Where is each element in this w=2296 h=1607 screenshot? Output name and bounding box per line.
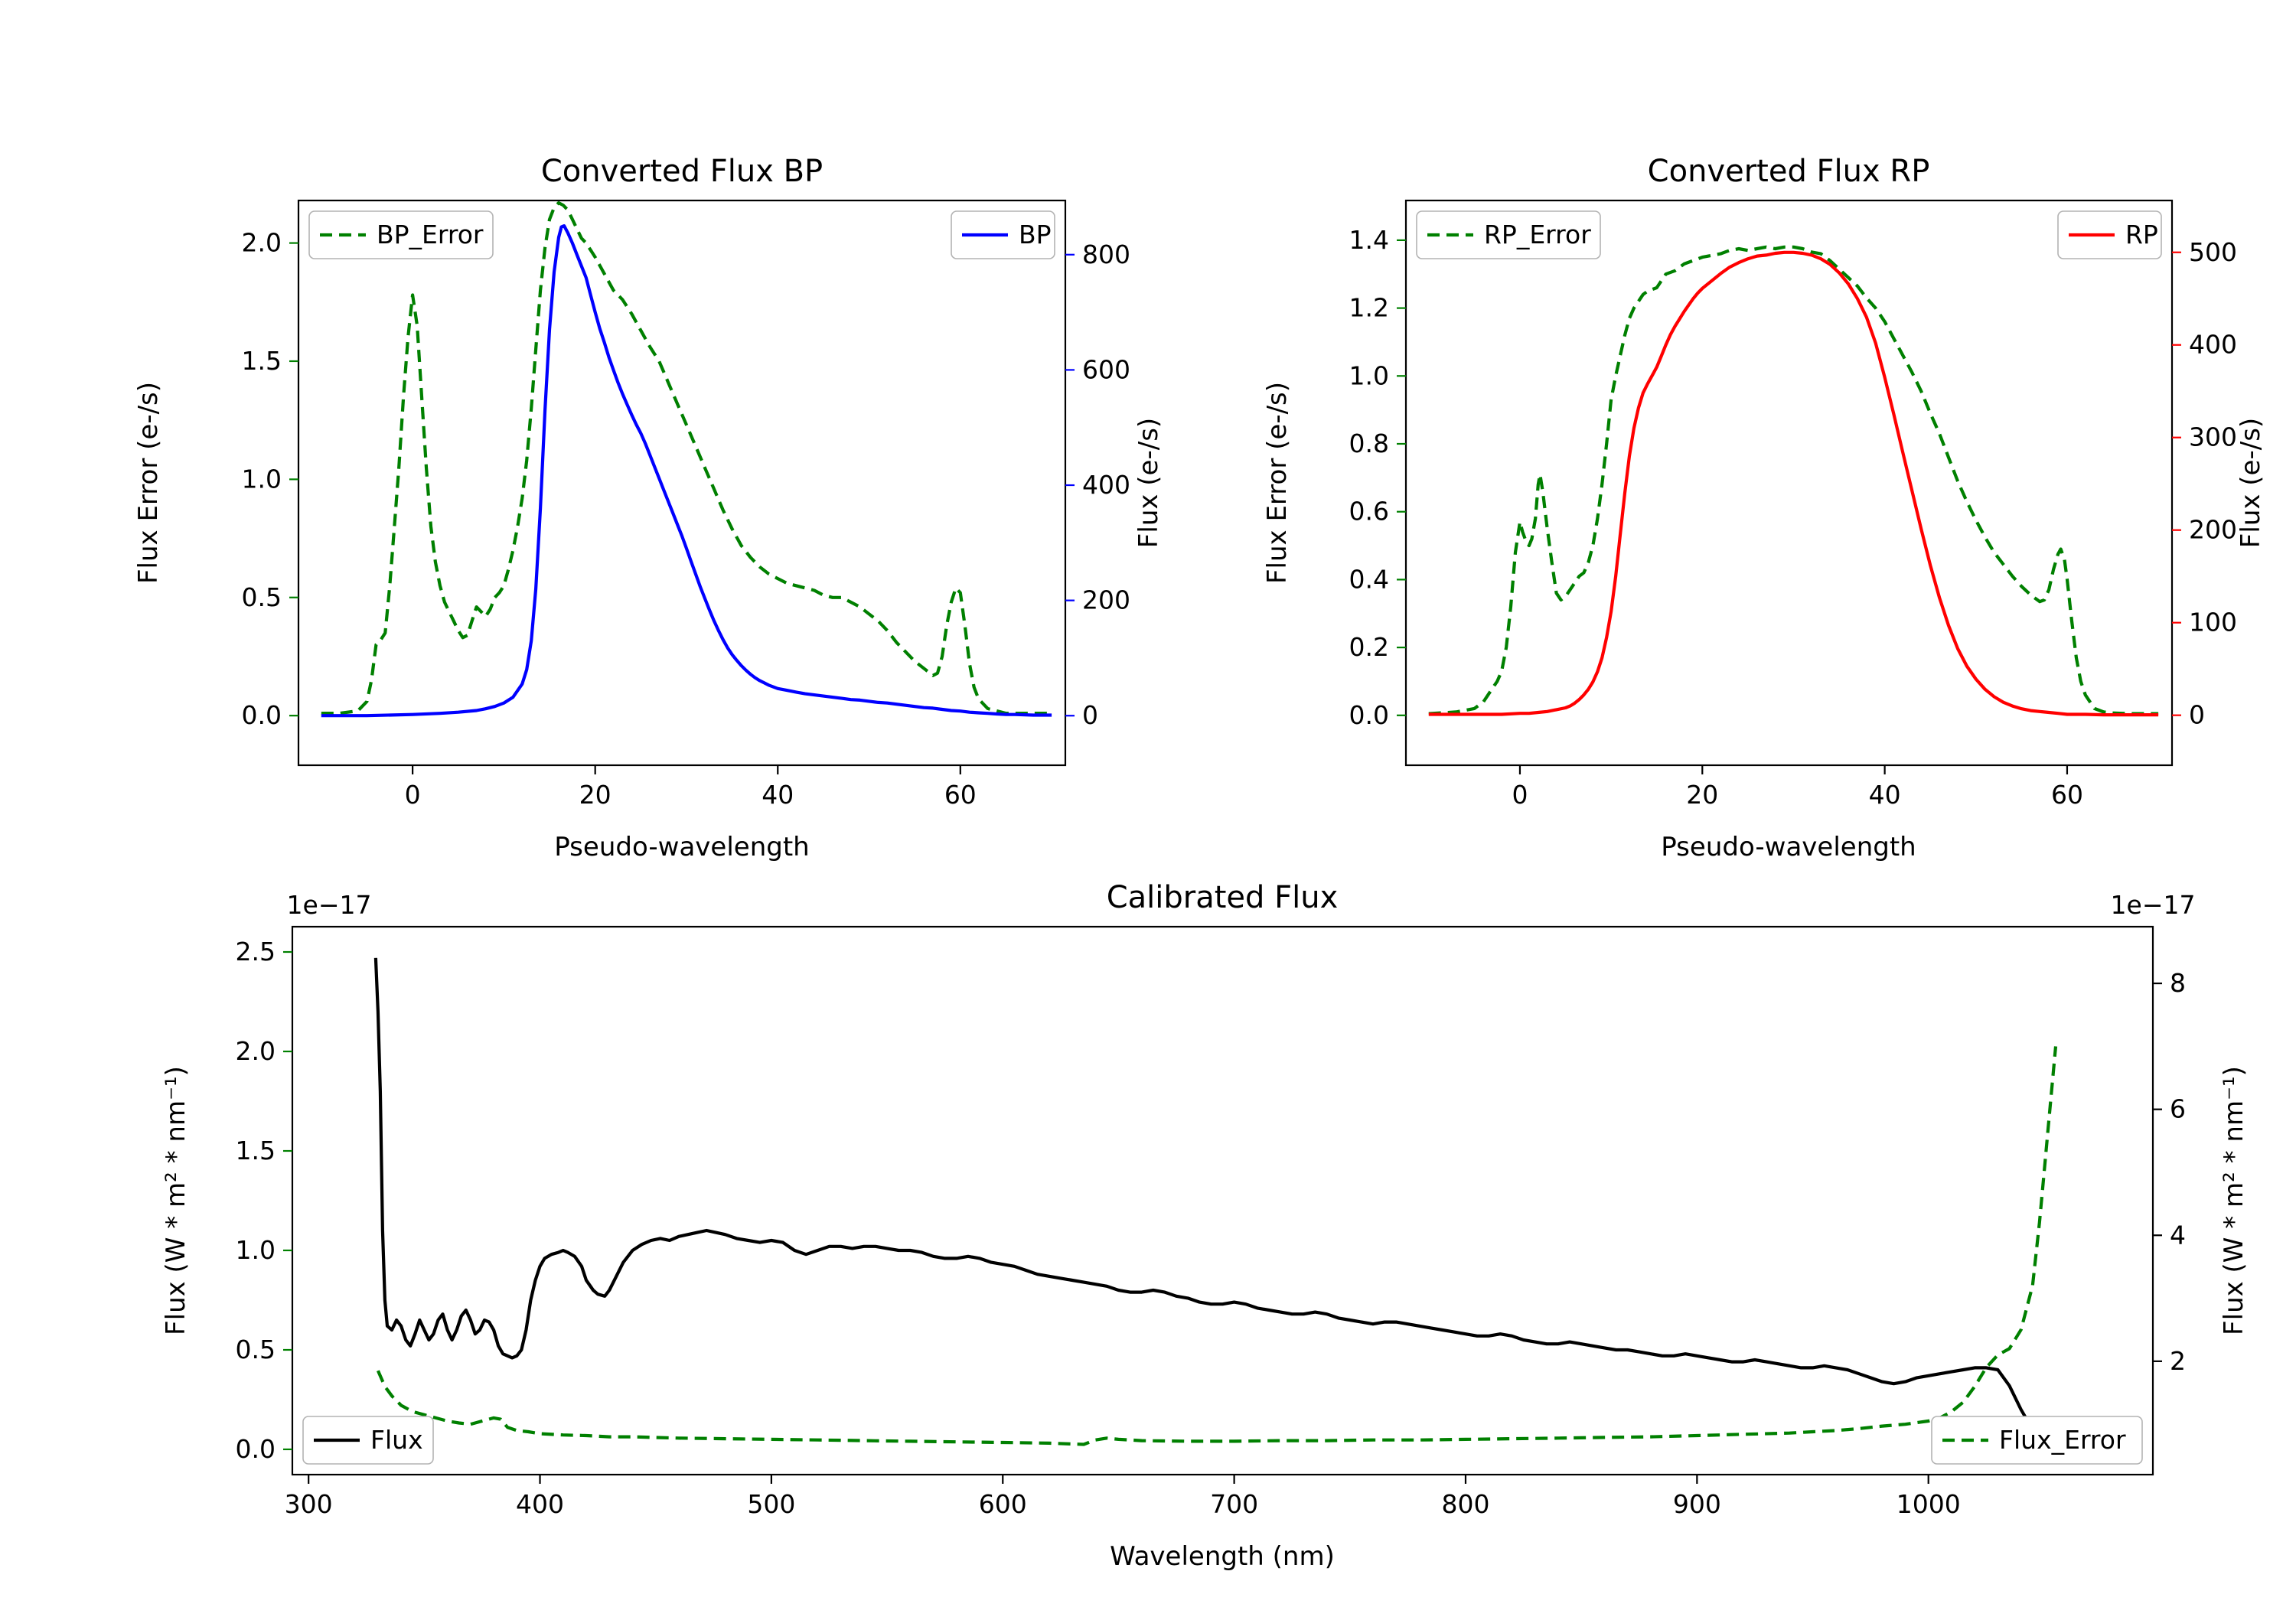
y-left-tick-label: 1.5 xyxy=(242,346,282,376)
x-tick-label: 400 xyxy=(516,1489,564,1519)
subplot-converted-flux-bp: 0 20 40 60 0.0 0.5 1.0 1.5 2.0 0 200 400 600 800 BP_Er… xyxy=(242,199,1130,810)
y-left-tick-label: 2.0 xyxy=(242,228,282,258)
axes-background xyxy=(1406,200,2172,765)
cal-left-offset-text: 1e−17 xyxy=(287,890,372,920)
y-right-tick-label: 200 xyxy=(1082,585,1130,615)
x-tick-label: 0 xyxy=(1512,780,1528,810)
x-tick-label: 60 xyxy=(2051,780,2083,810)
y-left-tick-label: 2.0 xyxy=(236,1036,276,1066)
axes-spines xyxy=(291,925,2154,1476)
y-right-tick-label: 800 xyxy=(1082,240,1130,269)
y-right-tick-label: 0 xyxy=(1082,700,1098,730)
y-left-tick-label: 1.0 xyxy=(1349,360,1389,390)
legend-label: Flux_Error xyxy=(1999,1425,2126,1455)
y-right-tick-label: 400 xyxy=(1082,470,1130,500)
x-tick-label: 20 xyxy=(579,780,612,810)
series-line-rp_error xyxy=(1428,245,2159,715)
y-left-tick-label: 0.5 xyxy=(236,1335,276,1364)
x-tick-label: 700 xyxy=(1210,1489,1258,1519)
y-left-tick-label: 0.2 xyxy=(1349,632,1389,662)
y-left-tick-label: 0.8 xyxy=(1349,429,1389,458)
y-right-tick-label: 500 xyxy=(2189,237,2237,267)
axes-spines xyxy=(1404,199,2174,767)
x-tick-label: 1000 xyxy=(1896,1489,1961,1519)
y-right-tick-label: 300 xyxy=(2189,422,2237,452)
legend-box xyxy=(308,210,494,259)
series-line-bp xyxy=(321,224,1052,718)
rp-ylabel-left: Flux Error (e-/s) xyxy=(1262,382,1293,584)
y-left-tick-label: 0.0 xyxy=(236,1434,276,1464)
axes-spines xyxy=(297,199,1067,767)
x-tick-label: 900 xyxy=(1673,1489,1721,1519)
y-left-tick-label: 2.5 xyxy=(236,937,276,966)
legend-label: BP xyxy=(1019,220,1052,249)
rp-title: Converted Flux RP xyxy=(1648,154,1930,189)
series-line-rp xyxy=(1428,250,2159,717)
x-tick-label: 500 xyxy=(747,1489,795,1519)
x-tick-label: 300 xyxy=(285,1489,333,1519)
x-tick-label: 600 xyxy=(979,1489,1027,1519)
subplot-calibrated-flux: 300 400 500 600 700 800 900 1000 0.0 0.5 1.0 1.5 2.0… xyxy=(236,925,2186,1519)
y-right-tick-label: 100 xyxy=(2189,608,2237,637)
x-tick-label: 0 xyxy=(405,780,421,810)
subplot-converted-flux-rp: 0 20 40 60 0.0 0.2 0.4 0.6 0.8 1.0 1.2 1.4 0 100 200 30… xyxy=(1349,199,2237,810)
series-group xyxy=(373,957,2058,1446)
series-group xyxy=(1428,245,2159,717)
cal-right-offset-text: 1e−17 xyxy=(2111,890,2196,920)
bp-title: Converted Flux BP xyxy=(541,154,823,189)
y-left-tick-label: 1.5 xyxy=(236,1136,276,1165)
y-left-tick-label: 0.4 xyxy=(1349,564,1389,594)
axes-background xyxy=(292,927,2153,1475)
y-left-tick-label: 1.4 xyxy=(1349,225,1389,255)
y-right-tick-label: 2 xyxy=(2170,1346,2186,1376)
series-line-flux xyxy=(373,957,2056,1442)
series-group xyxy=(321,201,1052,718)
axes-background xyxy=(298,200,1065,765)
cal-title: Calibrated Flux xyxy=(1107,880,1339,915)
bp-ylabel-right: Flux (e-/s) xyxy=(1133,418,1164,548)
x-tick-label: 40 xyxy=(762,780,794,810)
y-right-tick-label: 0 xyxy=(2189,700,2205,730)
y-right-tick-label: 200 xyxy=(2189,515,2237,545)
y-left-tick-label: 0.5 xyxy=(242,582,282,612)
legend-label: RP_Error xyxy=(1484,220,1591,249)
series-line-flux_error xyxy=(376,1046,2058,1446)
legend-label: Flux xyxy=(370,1425,423,1455)
y-right-tick-label: 400 xyxy=(2189,330,2237,360)
rp-ylabel-right: Flux (e-/s) xyxy=(2236,418,2266,548)
cal-xlabel: Wavelength (nm) xyxy=(1110,1541,1335,1572)
bp-ylabel-left: Flux Error (e-/s) xyxy=(133,382,164,584)
y-left-tick-label: 0.0 xyxy=(242,700,282,730)
legend-box xyxy=(302,1416,434,1465)
cal-ylabel-right: Flux (W * m² * nm⁻¹) xyxy=(2219,1066,2249,1335)
x-tick-label: 60 xyxy=(944,780,977,810)
legend-box xyxy=(1416,210,1601,259)
y-right-tick-label: 4 xyxy=(2170,1220,2186,1250)
y-left-tick-label: 1.2 xyxy=(1349,293,1389,323)
bp-xlabel: Pseudo-wavelength xyxy=(554,832,809,862)
cal-ylabel-left: Flux (W * m² * nm⁻¹) xyxy=(161,1066,191,1335)
x-tick-label: 20 xyxy=(1686,780,1718,810)
x-tick-label: 40 xyxy=(1869,780,1901,810)
series-line-bp_error xyxy=(321,201,1052,715)
rp-xlabel: Pseudo-wavelength xyxy=(1661,832,1916,862)
x-tick-label: 800 xyxy=(1441,1489,1489,1519)
y-left-tick-label: 0.0 xyxy=(1349,700,1389,730)
y-left-tick-label: 1.0 xyxy=(236,1235,276,1265)
y-right-tick-label: 8 xyxy=(2170,968,2186,998)
y-right-tick-label: 6 xyxy=(2170,1094,2186,1124)
y-right-tick-label: 600 xyxy=(1082,354,1130,384)
legend-box xyxy=(1931,1416,2143,1465)
y-left-tick-label: 1.0 xyxy=(242,464,282,494)
y-left-tick-label: 0.6 xyxy=(1349,497,1389,526)
legend-label: RP xyxy=(2125,220,2158,249)
legend-label: BP_Error xyxy=(377,220,484,249)
